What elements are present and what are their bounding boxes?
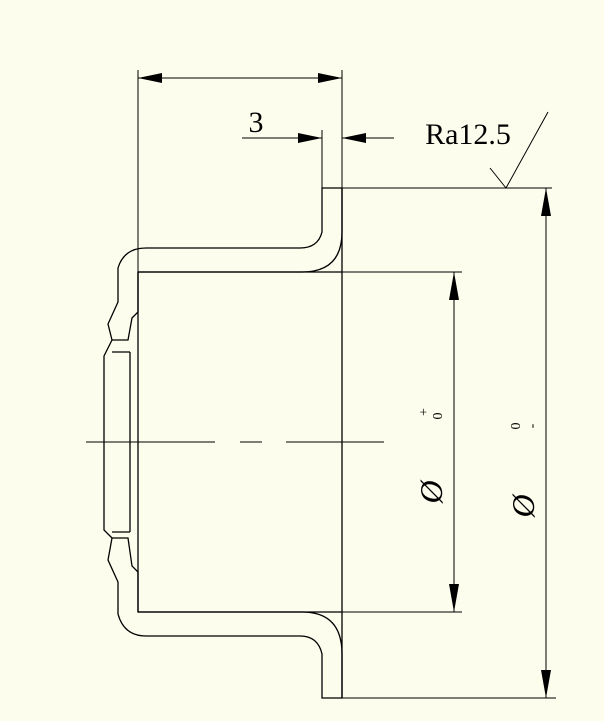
outer-diameter-symbol: Ø xyxy=(505,493,541,519)
outer-diameter-tol-upper: 0 xyxy=(509,423,524,430)
dim-arrow-right xyxy=(318,73,342,83)
inner-diameter-dimension: Ø + 0 xyxy=(342,271,462,613)
inner-diameter-tol-upper: + xyxy=(417,408,432,416)
section-hatching xyxy=(107,187,343,699)
inner-diameter-symbol: Ø xyxy=(413,479,449,505)
recess-outline xyxy=(103,339,113,539)
outer-diameter-dimension: Ø 0 - xyxy=(342,188,556,699)
outer-diameter-tol-lower: - xyxy=(525,423,540,428)
inner-diameter-tol-lower: 0 xyxy=(431,413,446,420)
dim-arrow-left xyxy=(138,73,162,83)
part-outline xyxy=(103,188,343,698)
roughness-label: Ra12.5 xyxy=(425,118,511,151)
thickness-label: 3 xyxy=(249,106,264,139)
flange-thickness-dimension: 3 xyxy=(242,106,394,188)
overall-width-dimension xyxy=(137,70,343,272)
roughness-symbol: Ra12.5 xyxy=(342,111,552,189)
